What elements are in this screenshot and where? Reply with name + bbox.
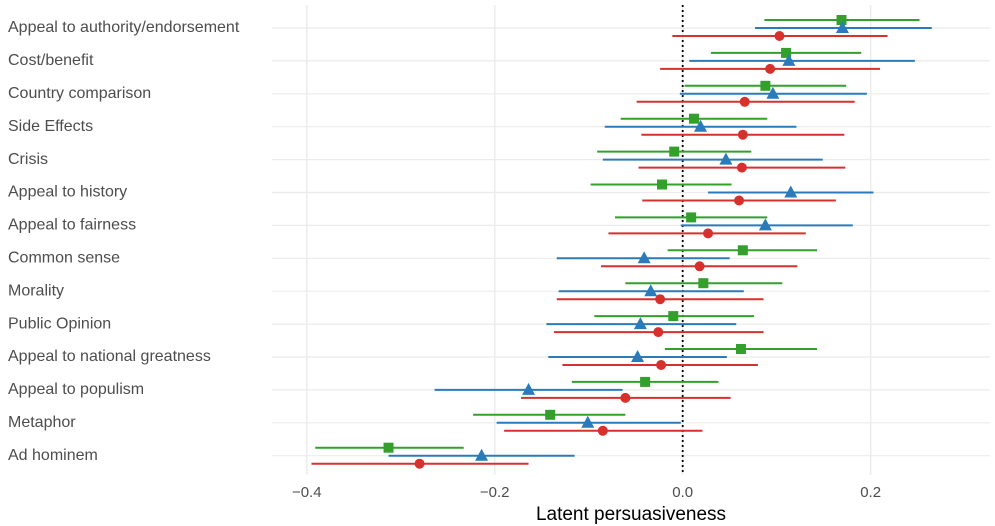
point: [688, 113, 699, 124]
point: [835, 21, 849, 33]
point: [475, 448, 489, 461]
point: [640, 376, 651, 387]
point: [739, 96, 750, 107]
point: [383, 442, 394, 453]
point: [545, 409, 556, 420]
y-tick-label: Appeal to populism: [8, 381, 144, 398]
x-tick-label: −0.2: [480, 484, 510, 501]
point: [765, 63, 776, 74]
x-tick-label: −0.4: [292, 484, 322, 501]
point: [735, 344, 746, 354]
point: [737, 245, 748, 256]
point: [736, 162, 747, 173]
point: [668, 311, 679, 322]
point: [737, 129, 748, 140]
point: [719, 152, 733, 165]
point: [633, 317, 647, 330]
y-tick-label: Common sense: [8, 250, 120, 267]
point: [631, 350, 645, 362]
y-tick-label: Cost/benefit: [8, 52, 94, 69]
y-tick-label: Side Effects: [8, 118, 93, 135]
y-tick-label: Appeal to history: [8, 184, 127, 201]
point: [653, 327, 664, 338]
point: [669, 146, 680, 157]
y-tick-label: Public Opinion: [8, 315, 111, 332]
x-tick-label: 0.2: [860, 484, 881, 501]
point: [782, 53, 796, 66]
point: [581, 415, 595, 428]
y-tick-label: Metaphor: [8, 414, 76, 431]
point: [686, 212, 697, 223]
point: [637, 251, 651, 264]
point: [760, 80, 771, 91]
point: [644, 284, 658, 297]
y-tick-label: Crisis: [8, 151, 48, 168]
x-tick-label: 0.0: [672, 484, 693, 501]
point: [657, 179, 668, 190]
y-tick-label: Appeal to authority/endorsement: [8, 19, 240, 36]
y-tick-label: Country comparison: [8, 85, 151, 102]
x-axis-title: Latent persuasiveness: [536, 504, 726, 525]
point: [620, 392, 631, 403]
point: [703, 228, 714, 239]
point: [655, 294, 666, 305]
point: [694, 261, 705, 272]
point: [758, 218, 772, 231]
point: [597, 425, 608, 436]
y-tick-label: Ad hominem: [8, 447, 98, 464]
point: [734, 195, 745, 206]
point: [694, 119, 708, 132]
point: [656, 360, 667, 370]
point: [781, 47, 792, 58]
y-tick-label: Appeal to national greatness: [8, 348, 211, 365]
point: [784, 185, 798, 198]
y-tick-label: Appeal to fairness: [8, 217, 136, 234]
y-tick-label: Morality: [8, 282, 64, 299]
point: [766, 86, 780, 99]
point: [698, 278, 709, 289]
point: [414, 458, 425, 469]
point: [836, 15, 847, 25]
point: [774, 31, 785, 41]
point: [522, 382, 536, 395]
